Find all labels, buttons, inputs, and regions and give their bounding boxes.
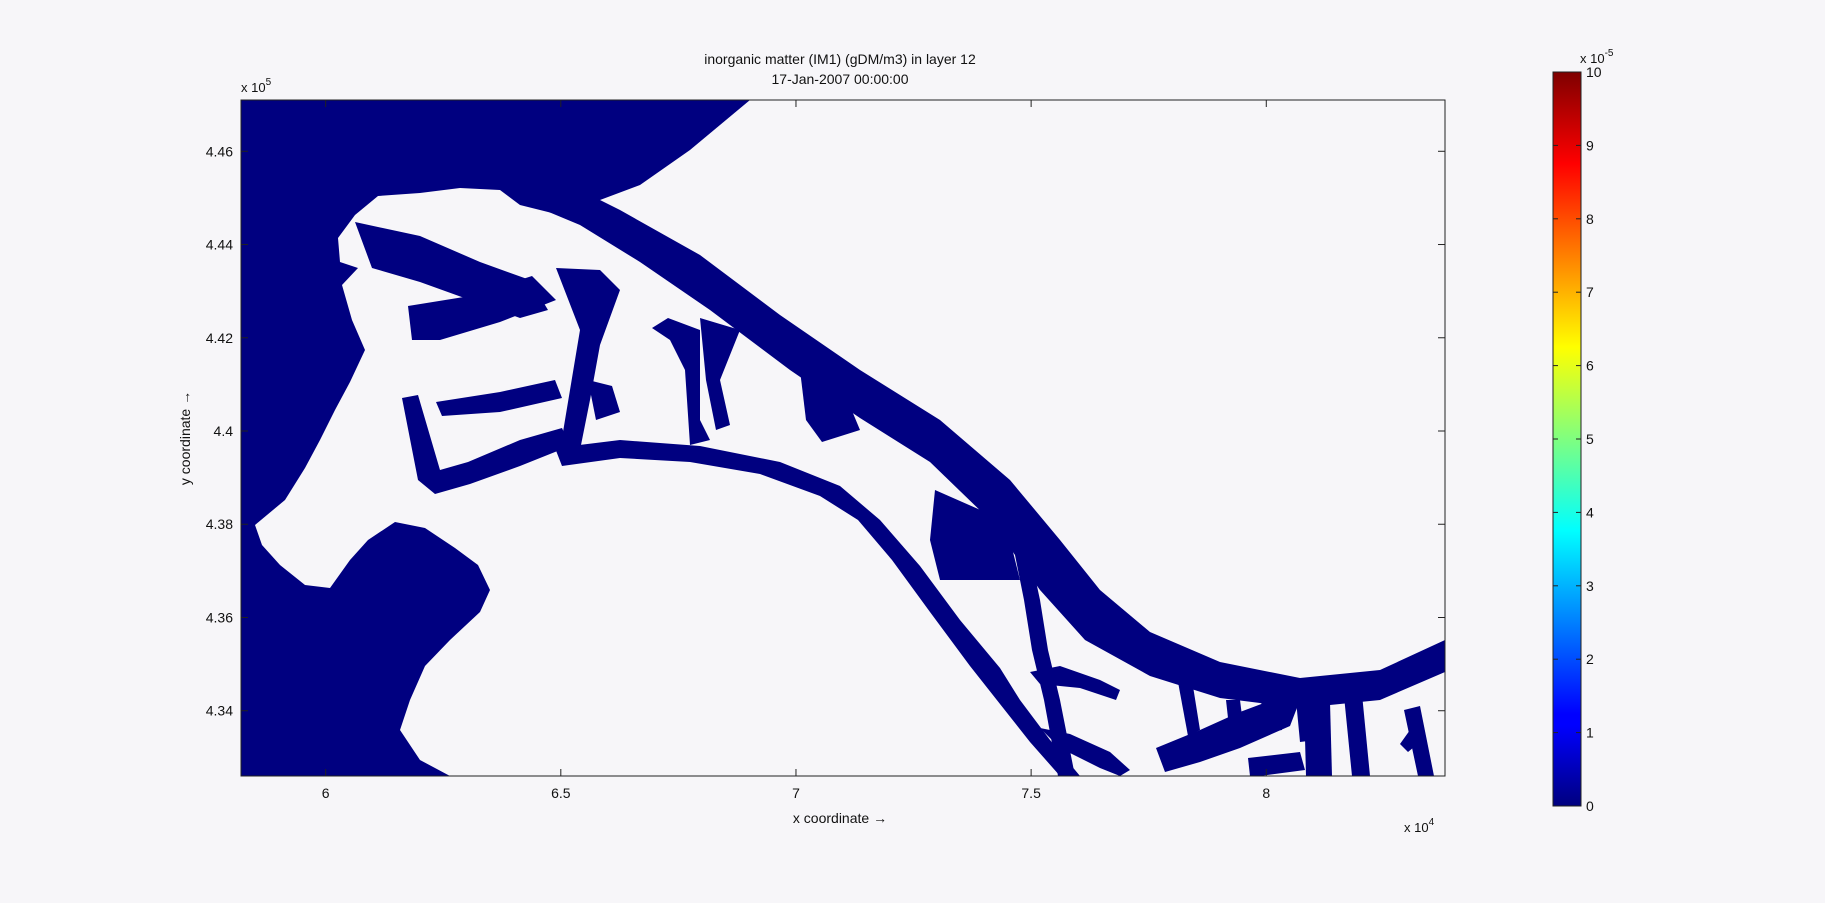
- axes-background: [241, 100, 1445, 776]
- x-axis-label: x coordinate →: [793, 810, 887, 826]
- y-tick-label: 4.36: [206, 609, 233, 625]
- chart-subtitle: 17-Jan-2007 00:00:00: [772, 71, 909, 87]
- water-field: [241, 100, 1445, 776]
- colorbar-tick-label: 7: [1586, 284, 1594, 300]
- x-tick-label: 7.5: [1021, 785, 1041, 801]
- east-dock-4: [1260, 692, 1282, 732]
- colorbar-tick-label: 8: [1586, 211, 1594, 227]
- mid-basin-3: [800, 370, 860, 442]
- connector-channel-1: [1012, 540, 1075, 776]
- colorbar-ticks: 0 1 2 3 4 5 6 7 8 9 10: [1553, 64, 1602, 814]
- axes-frame: [240, 99, 1446, 777]
- y-tick-label: 4.38: [206, 516, 233, 532]
- colorbar-tick-label: 10: [1586, 64, 1602, 80]
- east-dock-3: [1226, 700, 1244, 736]
- connector-channel-3: [1040, 728, 1130, 776]
- chart-title: inorganic matter (IM1) (gDM/m3) in layer…: [704, 51, 976, 67]
- colorbar-tick-label: 0: [1586, 798, 1594, 814]
- colorbar-tick-label: 9: [1586, 137, 1594, 153]
- colorbar-tick-label: 6: [1586, 358, 1594, 374]
- east-dock-8: [1344, 694, 1370, 776]
- y-tick-label: 4.42: [206, 330, 233, 346]
- x-tick-label: 7: [792, 785, 800, 801]
- mid-basin-4: [930, 490, 1020, 580]
- y-axis-multiplier: x 105: [241, 77, 272, 95]
- x-axis-multiplier: x 104: [1404, 817, 1435, 835]
- east-dock-7: [1248, 752, 1305, 776]
- plot-area: [240, 99, 1446, 777]
- harbour-arm-2: [408, 276, 556, 340]
- y-axis-multiplier-exponent: 5: [266, 77, 272, 88]
- east-dock-2: [1178, 680, 1200, 736]
- y-axis-ticks: 4.34 4.36 4.38 4.4 4.42 4.44 4.46: [206, 143, 1445, 719]
- colorbar: 0 1 2 3 4 5 6 7 8 9 10 x 10-5: [1552, 48, 1614, 814]
- colorbar-tick-label: 5: [1586, 431, 1594, 447]
- y-tick-label: 4.4: [214, 423, 234, 439]
- y-tick-label: 4.34: [206, 703, 233, 719]
- connector-channel-2: [1030, 666, 1120, 700]
- x-tick-label: 8: [1262, 785, 1270, 801]
- mid-basin-2: [700, 318, 740, 430]
- sea-region: [241, 100, 750, 776]
- main-channel: [505, 168, 1445, 708]
- east-dock-10: [1400, 730, 1420, 752]
- x-tick-label: 6.5: [551, 785, 571, 801]
- x-tick-label: 6: [322, 785, 330, 801]
- x-axis-multiplier-exponent: 4: [1429, 817, 1435, 828]
- harbour-arm-6: [588, 380, 620, 420]
- harbour-arm-5: [556, 268, 620, 450]
- colorbar-tick-label: 4: [1586, 504, 1594, 520]
- y-axis-label: y coordinate →: [177, 391, 193, 485]
- colorbar-multiplier: x 10-5: [1580, 48, 1614, 66]
- y-tick-label: 4.44: [206, 237, 233, 253]
- mid-basin-1: [652, 318, 710, 445]
- x-axis-ticks: 6 6.5 7 7.5 8: [322, 100, 1270, 801]
- harbour-arm-3: [436, 380, 562, 416]
- east-dock-6: [1304, 700, 1332, 776]
- harbour-arm-4: [402, 395, 570, 494]
- y-tick-label: 4.46: [206, 143, 233, 159]
- colorbar-tick-label: 1: [1586, 725, 1594, 741]
- colorbar-tick-label: 2: [1586, 651, 1594, 667]
- colorbar-tick-label: 3: [1586, 578, 1594, 594]
- colorbar-multiplier-exponent: -5: [1605, 48, 1614, 59]
